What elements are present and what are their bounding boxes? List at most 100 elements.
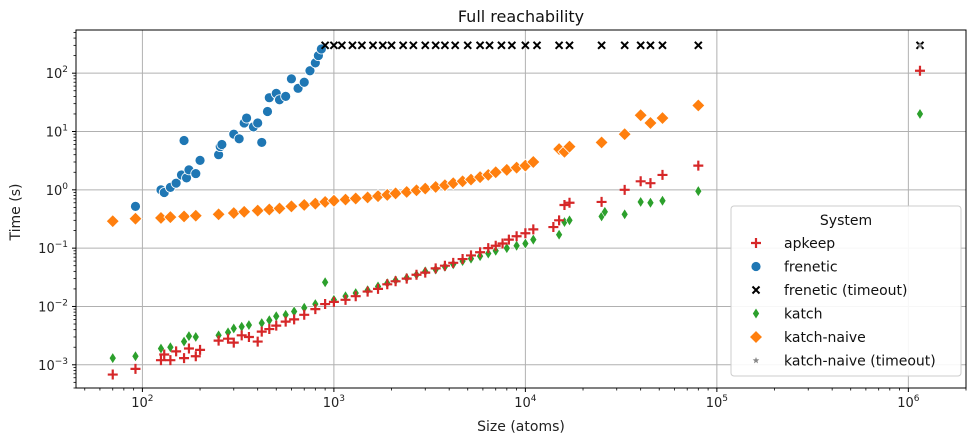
frenetic-point	[216, 139, 228, 150]
frenetic-timeout-point	[348, 41, 357, 50]
frenetic-point	[170, 177, 182, 189]
frenetic-point	[190, 168, 202, 179]
apkeep-point	[362, 286, 373, 297]
x-axis: 102 103 104 105 106	[84, 388, 967, 411]
plot-frame	[75, 29, 967, 389]
apkeep-point	[340, 294, 351, 305]
apkeep-point	[130, 363, 141, 374]
katch-point	[245, 319, 253, 332]
katch-naive-point	[633, 108, 648, 123]
katch-naive-point	[326, 193, 341, 208]
katch-point	[565, 214, 574, 227]
legend-marker-katch-naive-timeout	[752, 357, 760, 364]
katch-point	[321, 276, 329, 289]
apkeep-point	[554, 215, 565, 226]
apkeep-point	[190, 351, 201, 362]
frenetic-timeout-point	[636, 41, 645, 50]
legend-label-frenetic-timeout: frenetic (timeout)	[784, 283, 907, 299]
apkeep-point	[914, 65, 925, 76]
katch-naive-point	[188, 208, 203, 223]
frenetic-timeout-point	[475, 41, 485, 50]
frenetic-timeout-point	[554, 41, 564, 50]
apkeep-point	[252, 336, 263, 347]
y-tick-label: 101	[46, 124, 68, 141]
frenetic-point	[280, 90, 292, 102]
apkeep-point	[107, 369, 118, 380]
apkeep-point	[457, 254, 468, 265]
apkeep-point	[350, 291, 361, 302]
katch-point	[491, 244, 500, 257]
legend-box	[730, 205, 962, 377]
legend-label-frenetic: frenetic	[784, 260, 838, 276]
apkeep-point	[373, 283, 384, 294]
apkeep-point	[390, 276, 401, 287]
apkeep-point	[411, 269, 422, 280]
katch-naive-point	[562, 139, 577, 154]
data-marks	[105, 41, 925, 380]
legend-item-katch-naive-timeout: katch-naive (timeout)	[752, 354, 936, 370]
apkeep-point	[497, 238, 508, 249]
legend-label-katch-naive: katch-naive	[784, 330, 866, 346]
katch-point	[484, 247, 493, 260]
apkeep-point	[511, 231, 522, 242]
frenetic-timeout-point	[421, 41, 430, 50]
katch-point	[658, 194, 667, 207]
apkeep-point	[401, 273, 412, 284]
katch-naive-point	[176, 209, 192, 224]
series-frenetic	[130, 43, 327, 212]
legend-label-katch: katch	[784, 307, 823, 323]
katch-naive-point	[284, 199, 299, 214]
apkeep-point	[520, 228, 531, 239]
apkeep-point	[465, 250, 476, 261]
chart-title: Full reachability	[458, 7, 584, 26]
legend-item-apkeep: apkeep	[751, 236, 835, 252]
frenetic-point	[256, 137, 268, 148]
apkeep-point	[183, 343, 194, 354]
legend-marker-frenetic	[750, 261, 762, 272]
series-katch-naive-timeout	[916, 41, 924, 49]
legend: System apkeep frenetic frenetic (timeout) k…	[730, 205, 962, 377]
apkeep-point	[693, 160, 704, 171]
frenetic-point	[298, 76, 310, 88]
frenetic-point	[233, 133, 245, 145]
katch-naive-point	[594, 135, 609, 150]
apkeep-point	[243, 331, 254, 342]
apkeep-point	[256, 326, 267, 337]
legend-marker-frenetic-timeout	[751, 285, 761, 295]
katch-naive-point	[272, 201, 287, 216]
series-apkeep	[107, 65, 925, 380]
y-axis: 10−3 10−2 10−1 100 101 102	[38, 32, 76, 389]
apkeep-point	[503, 234, 514, 245]
katch-point	[600, 205, 609, 218]
frenetic-timeout-point	[329, 41, 339, 50]
series-frenetic-timeout	[320, 41, 925, 50]
katch-naive-point	[348, 191, 363, 206]
apkeep-point	[490, 240, 501, 251]
frenetic-timeout-point	[357, 41, 367, 50]
y-tick-label: 10−1	[38, 240, 68, 257]
apkeep-point	[213, 335, 224, 346]
frenetic-timeout-point	[507, 41, 517, 50]
frenetic-timeout-point	[658, 41, 667, 50]
frenetic-timeout-point	[521, 41, 530, 50]
x-tick-label: 102	[131, 394, 153, 411]
frenetic-timeout-point	[497, 41, 506, 50]
katch-point	[185, 330, 193, 343]
frenetic-timeout-point	[565, 41, 574, 50]
katch-naive-point	[105, 214, 120, 229]
legend-marker-katch-naive	[748, 329, 764, 345]
apkeep-point	[236, 330, 247, 341]
frenetic-timeout-point	[532, 41, 542, 50]
frenetic-timeout-point	[337, 41, 347, 50]
y-tick-label: 100	[46, 182, 69, 199]
katch-naive-point	[211, 207, 226, 222]
katch-naive-point	[388, 186, 403, 201]
apkeep-point	[564, 197, 575, 208]
frenetic-timeout-point	[485, 41, 494, 50]
apkeep-point	[448, 257, 459, 268]
legend-label-katch-naive-timeout: katch-naive (timeout)	[784, 354, 936, 370]
apkeep-point	[430, 263, 441, 274]
frenetic-point	[130, 200, 141, 212]
frenetic-timeout-point	[368, 41, 378, 50]
